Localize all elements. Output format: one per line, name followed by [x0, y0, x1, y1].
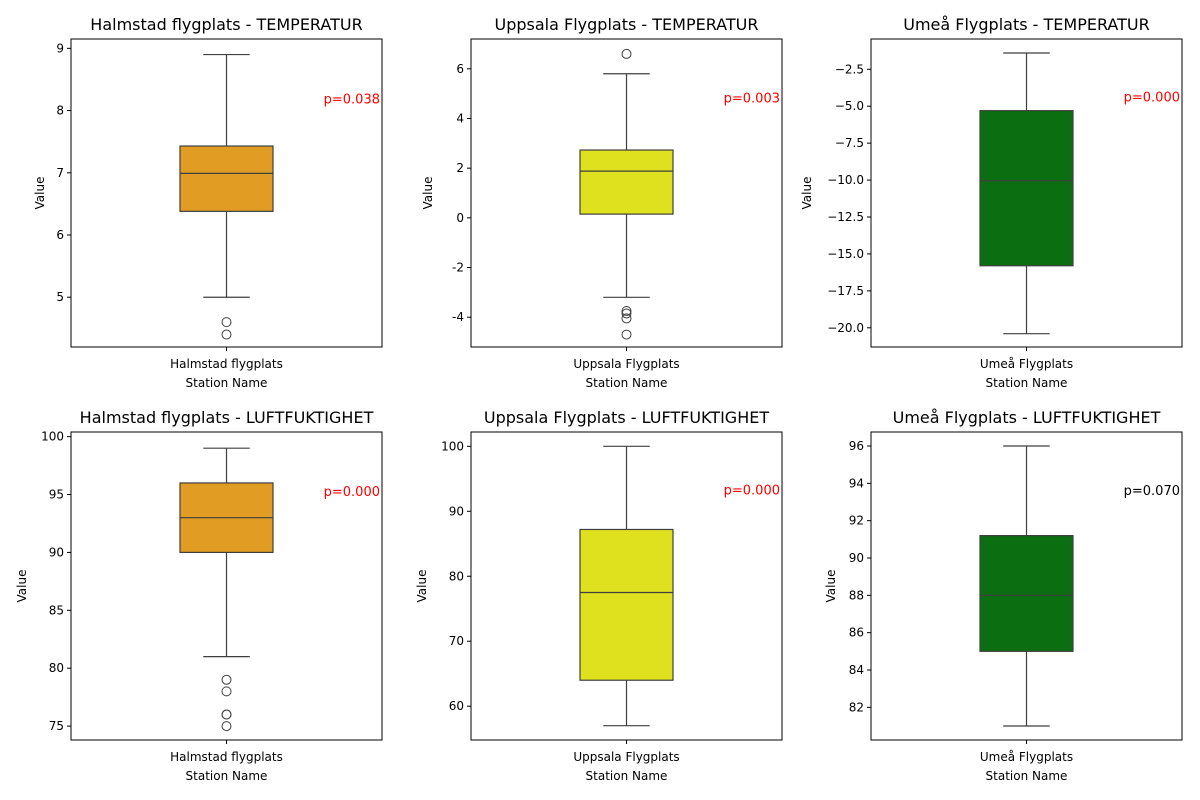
subplot-title: Uppsala Flygplats - TEMPERATUR — [495, 15, 759, 34]
outlier-point — [621, 329, 632, 340]
iqr-box — [979, 534, 1074, 652]
subplot-2: Uppsala Flygplats - TEMPERATUR -4 -2 0 2 4 6 Up… — [421, 15, 783, 390]
iqr-box — [579, 528, 674, 681]
y-tick-label: −5.0 — [835, 99, 864, 113]
outlier-point — [621, 48, 632, 59]
axes-frame — [470, 38, 783, 348]
axes-frame — [470, 431, 783, 741]
y-tick-label: 80 — [49, 661, 64, 675]
x-axis-label: Station Name — [586, 376, 668, 390]
outlier-point — [221, 317, 232, 328]
y-tick-label: 2 — [456, 161, 464, 175]
subplot-title: Halmstad flygplats - LUFTFUKTIGHET — [80, 408, 374, 427]
y-tick-label: 88 — [849, 588, 864, 602]
y-tick-label: −12.5 — [827, 210, 864, 224]
axes-frame — [70, 38, 383, 348]
y-axis-label: Value — [15, 570, 29, 603]
iqr-box — [179, 145, 274, 212]
y-tick-label: 9 — [56, 41, 64, 55]
y-tick-label: 95 — [49, 488, 64, 502]
y-axis-label: Value — [33, 177, 47, 210]
outlier-point — [221, 709, 232, 720]
subplot-title: Halmstad flygplats - TEMPERATUR — [90, 15, 362, 34]
y-tick-label: −2.5 — [835, 62, 864, 76]
outlier-point — [621, 308, 632, 319]
p-value-annotation: p=0.000 — [324, 485, 380, 500]
y-tick-label: 6 — [456, 62, 464, 76]
p-value-annotation: p=0.038 — [324, 92, 380, 107]
outlier-point — [221, 329, 232, 340]
y-tick-label: 60 — [449, 699, 464, 713]
y-tick-label: 6 — [56, 228, 64, 242]
subplot-3: Umeå Flygplats - TEMPERATUR −20.0 −17.5 −15… — [800, 15, 1183, 390]
p-value-annotation: p=0.003 — [724, 92, 780, 107]
axes-frame — [870, 431, 1183, 741]
y-tick-label: 96 — [849, 439, 864, 453]
x-axis-label: Station Name — [986, 376, 1068, 390]
subplot-4: Halmstad flygplats - LUFTFUKTIGHET 75 80 85… — [15, 408, 383, 783]
x-axis-label: Station Name — [986, 769, 1068, 783]
y-tick-label: 4 — [456, 111, 464, 125]
y-tick-label: 100 — [41, 430, 64, 444]
axes-frame — [870, 38, 1183, 348]
outlier-point — [221, 686, 232, 697]
y-tick-label: 90 — [849, 551, 864, 565]
y-tick-label: 0 — [456, 211, 464, 225]
y-tick-label: -2 — [452, 261, 464, 275]
y-tick-label: 86 — [849, 626, 864, 640]
outlier-point — [221, 721, 232, 732]
subplot-title: Umeå Flygplats - TEMPERATUR — [903, 15, 1149, 34]
y-tick-label: 100 — [441, 439, 464, 453]
y-tick-label: 75 — [49, 719, 64, 733]
y-tick-label: 85 — [49, 603, 64, 617]
y-tick-label: 80 — [449, 569, 464, 583]
x-tick-label: Umeå Flygplats — [980, 750, 1073, 764]
subplot-title: Uppsala Flygplats - LUFTFUKTIGHET — [484, 408, 769, 427]
p-value-annotation: p=0.070 — [1124, 484, 1180, 499]
p-value-annotation: p=0.000 — [724, 483, 780, 498]
x-tick-label: Halmstad flygplats — [170, 750, 283, 764]
y-tick-label: −15.0 — [827, 247, 864, 261]
x-axis-label: Station Name — [186, 769, 268, 783]
y-tick-label: 92 — [849, 514, 864, 528]
y-tick-label: 8 — [56, 104, 64, 118]
subplot-6: Umeå Flygplats - LUFTFUKTIGHET 82 84 86 88 90… — [824, 408, 1183, 783]
x-tick-label: Uppsala Flygplats — [573, 750, 679, 764]
y-tick-label: -4 — [452, 310, 464, 324]
y-tick-label: −7.5 — [835, 136, 864, 150]
iqr-box — [579, 149, 674, 215]
y-axis-label: Value — [415, 570, 429, 603]
y-tick-label: 90 — [49, 545, 64, 559]
subplot-title: Umeå Flygplats - LUFTFUKTIGHET — [893, 408, 1161, 427]
x-axis-label: Station Name — [186, 376, 268, 390]
x-tick-label: Umeå Flygplats — [980, 357, 1073, 371]
y-tick-label: 84 — [849, 663, 864, 677]
y-tick-label: 5 — [56, 290, 64, 304]
y-tick-label: −20.0 — [827, 321, 864, 335]
y-tick-label: −17.5 — [827, 284, 864, 298]
y-tick-label: 70 — [449, 634, 464, 648]
y-axis-label: Value — [824, 570, 838, 603]
y-tick-label: 7 — [56, 166, 64, 180]
iqr-box — [979, 110, 1074, 267]
y-axis-label: Value — [800, 177, 814, 210]
outlier-point — [621, 313, 632, 324]
y-tick-label: 82 — [849, 700, 864, 714]
x-axis-label: Station Name — [586, 769, 668, 783]
axes-frame — [70, 431, 383, 741]
y-tick-label: 94 — [849, 476, 864, 490]
y-axis-label: Value — [421, 177, 435, 210]
subplot-1: Halmstad flygplats - TEMPERATUR 5 6 7 8 9 Halm… — [33, 15, 383, 390]
y-tick-label: −10.0 — [827, 173, 864, 187]
y-tick-label: 90 — [449, 504, 464, 518]
x-tick-label: Uppsala Flygplats — [573, 357, 679, 371]
outlier-point — [621, 305, 632, 316]
outlier-point — [221, 674, 232, 685]
x-tick-label: Halmstad flygplats — [170, 357, 283, 371]
subplot-5: Uppsala Flygplats - LUFTFUKTIGHET 60 70 80 9… — [415, 408, 783, 783]
p-value-annotation: p=0.000 — [1124, 90, 1180, 105]
